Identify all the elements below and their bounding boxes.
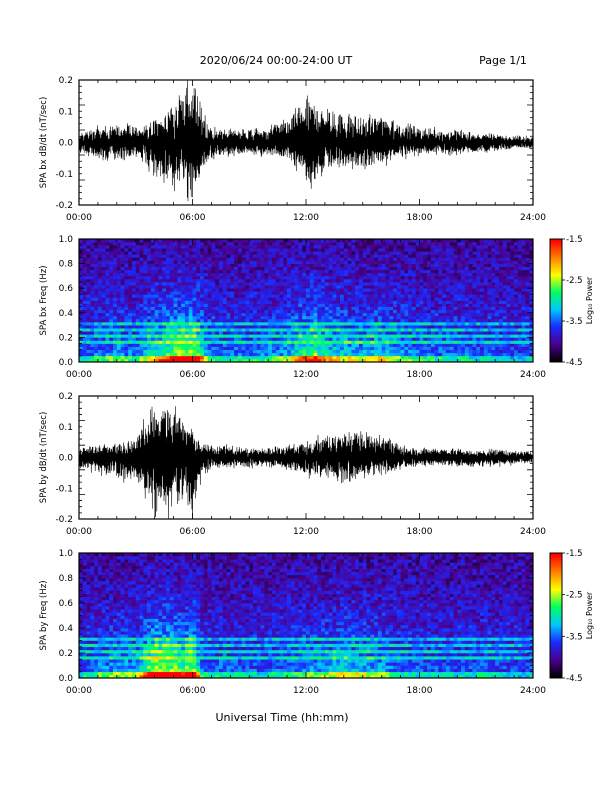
panel-2-y-tick-label: 0.6: [59, 284, 74, 294]
panel-1-signal-line: [79, 80, 533, 201]
panel-4-y-tick-label: 0.6: [59, 599, 74, 609]
panel-4-y-tick-label: 0.2: [59, 649, 73, 659]
panel-4-x-tick-label: 06:00: [180, 686, 206, 696]
panel-1-y-tick-label: 0.1: [59, 107, 73, 117]
panel-4-y-axis-label: SPA by Freq (Hz): [39, 580, 49, 650]
panel-1-y-tick-label: 0.0: [59, 139, 74, 149]
panel-3-y-tick-label: -0.1: [55, 484, 73, 494]
panel-4-colorbar: [550, 553, 562, 678]
panel-1-x-tick-label: 06:00: [180, 213, 206, 223]
panel-1-y-tick-label: -0.2: [55, 201, 73, 211]
panel-1-y-tick-label: 0.2: [59, 76, 73, 86]
panel-2-colorbar-tick-label: -3.5: [566, 317, 583, 327]
panel-3-y-tick-label: 0.1: [59, 423, 73, 433]
panel-2-x-tick-label: 06:00: [180, 370, 206, 380]
panel-4-y-tick-label: 0.8: [59, 574, 74, 584]
panel-2-colorbar-tick-label: -2.5: [566, 276, 583, 286]
panel-4-x-tick-label: 24:00: [520, 686, 546, 696]
panel-1-x-tick-label: 18:00: [407, 213, 433, 223]
panel-4-y-tick-label: 0.4: [59, 624, 74, 634]
page-number-label: Page 1/1: [479, 54, 527, 67]
panel-4-colorbar-tick-label: -3.5: [566, 632, 583, 642]
page-title: 2020/06/24 00:00-24:00 UT: [200, 54, 353, 67]
panel-1-x-tick-label: 24:00: [520, 213, 546, 223]
panel-2-x-tick-label: 12:00: [293, 370, 319, 380]
panel-2-y-tick-label: 0.8: [59, 260, 74, 270]
panel-1-x-tick-label: 12:00: [293, 213, 319, 223]
panel-4-x-tick-label: 00:00: [66, 686, 92, 696]
panel-4-colorbar-tick-label: -2.5: [566, 591, 583, 601]
panel-2-spectrogram-cells: [79, 239, 533, 362]
panel-4-spectrogram-cells: [79, 553, 533, 678]
panel-2-y-tick-label: 1.0: [59, 235, 74, 245]
panel-3-x-tick-label: 00:00: [66, 527, 92, 537]
panel-4-colorbar-tick-label: -1.5: [566, 549, 583, 559]
panel-3-signal-line: [79, 406, 533, 519]
panel-3-y-tick-label: 0.2: [59, 392, 73, 402]
panel-2-colorbar-label: Log₁₀ Power: [585, 276, 594, 324]
panel-4-y-tick-label: 1.0: [59, 549, 74, 559]
panel-1-x-tick-label: 00:00: [66, 213, 92, 223]
panel-2-y-tick-label: 0.2: [59, 333, 73, 343]
panel-3-x-tick-label: 24:00: [520, 527, 546, 537]
panel-4-y-tick-label: 0.0: [59, 674, 74, 684]
panel-4-colorbar-label: Log₁₀ Power: [585, 591, 594, 639]
panel-4-colorbar-tick-label: -4.5: [566, 674, 583, 684]
panel-1-y-axis-label: SPA bx dB/dt (nT/sec): [39, 97, 49, 189]
panel-3-y-tick-label: 0.0: [59, 454, 74, 464]
x-axis-title: Universal Time (hh:mm): [216, 711, 349, 724]
panel-4-x-tick-label: 18:00: [407, 686, 433, 696]
panel-2-x-tick-label: 24:00: [520, 370, 546, 380]
panel-3-y-tick-label: -0.2: [55, 515, 73, 525]
panel-3-y-axis-label: SPA by dB/dt (nT/sec): [39, 412, 49, 504]
panel-2-colorbar-tick-label: -1.5: [566, 235, 583, 245]
panel-2-x-tick-label: 00:00: [66, 370, 92, 380]
panel-3-x-tick-label: 06:00: [180, 527, 206, 537]
panel-2-colorbar-tick-label: -4.5: [566, 358, 583, 368]
panel-2-x-tick-label: 18:00: [407, 370, 433, 380]
panel-3-x-tick-label: 12:00: [293, 527, 319, 537]
panel-2-colorbar: [550, 239, 562, 362]
panel-2-y-tick-label: 0.0: [59, 358, 74, 368]
panel-1-y-tick-label: -0.1: [55, 170, 73, 180]
panel-4-x-tick-label: 12:00: [293, 686, 319, 696]
panel-3-x-tick-label: 18:00: [407, 527, 433, 537]
panel-2-y-tick-label: 0.4: [59, 309, 74, 319]
panel-2-y-axis-label: SPA bx Freq (Hz): [39, 265, 49, 335]
